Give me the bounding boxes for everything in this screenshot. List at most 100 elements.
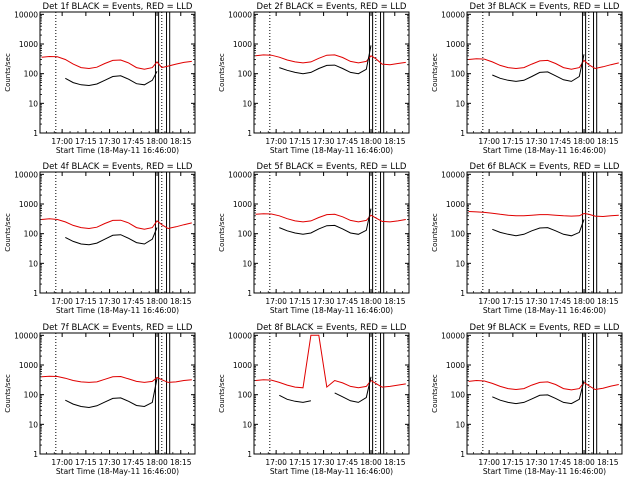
plot-frame	[253, 171, 410, 294]
series-events-line	[492, 380, 585, 405]
y-axis-label: Counts/sec	[218, 213, 226, 252]
series-events-line	[279, 376, 372, 403]
y-tick-label: 10000	[441, 331, 465, 340]
x-tick-label: 17:00	[265, 297, 287, 306]
y-tick-label: 10000	[441, 10, 465, 19]
panel-title: Det 9f BLACK = Events, RED = LLD	[470, 323, 620, 333]
x-tick-label: 18:15	[384, 458, 406, 467]
x-tick-label: 17:30	[526, 137, 548, 146]
panel-6: Det 6f BLACK = Events, RED = LLD 1 10 100 10…	[431, 162, 623, 315]
y-tick-label: 1000	[446, 40, 465, 49]
panel-title: Det 3f BLACK = Events, RED = LLD	[470, 2, 620, 12]
x-tick-label: 17:15	[502, 297, 524, 306]
x-tick-label: 17:00	[265, 137, 287, 146]
y-tick-label: 10000	[14, 331, 38, 340]
x-tick-label: 17:45	[123, 137, 145, 146]
plot-frame	[466, 332, 623, 455]
x-tick-label: 18:00	[573, 297, 595, 306]
y-tick-label: 100	[24, 230, 39, 239]
y-tick-label: 10	[242, 420, 252, 429]
x-tick-label: 18:00	[146, 458, 168, 467]
panel-7: Det 7f BLACK = Events, RED = LLD 1 10 100 10…	[4, 323, 196, 476]
y-tick-label: 1	[247, 129, 252, 138]
x-tick-label: 17:30	[313, 137, 335, 146]
x-tick-label: 18:15	[384, 137, 406, 146]
x-axis-label: Start Time (18-May-11 16:46:00)	[56, 146, 179, 155]
x-tick-label: 17:30	[99, 297, 121, 306]
panel-9: Det 9f BLACK = Events, RED = LLD 1 10 100 10…	[431, 323, 623, 476]
x-tick-label: 18:00	[360, 137, 382, 146]
series-events-line	[65, 227, 158, 246]
series-lld-line	[41, 375, 192, 383]
y-tick-label: 10000	[14, 10, 38, 19]
x-tick-label: 17:15	[502, 137, 524, 146]
panel-title: Det 2f BLACK = Events, RED = LLD	[257, 2, 407, 12]
x-tick-label: 17:15	[289, 137, 311, 146]
x-axis-label: Start Time (18-May-11 16:46:00)	[483, 467, 606, 476]
x-axis-label: Start Time (18-May-11 16:46:00)	[270, 146, 393, 155]
x-tick-label: 18:00	[573, 137, 595, 146]
plot-frame	[39, 11, 196, 134]
x-tick-label: 17:30	[99, 458, 121, 467]
x-tick-label: 17:15	[502, 458, 524, 467]
y-tick-label: 100	[238, 230, 253, 239]
x-tick-label: 17:45	[550, 137, 572, 146]
y-axis-label: Counts/sec	[218, 374, 226, 413]
x-tick-label: 17:00	[478, 458, 500, 467]
x-tick-label: 18:00	[573, 458, 595, 467]
y-axis-label: Counts/sec	[431, 213, 439, 252]
panel-8: Det 8f BLACK = Events, RED = LLD 1 10 100 10…	[218, 323, 410, 476]
y-tick-label: 1000	[233, 40, 252, 49]
x-tick-label: 18:15	[384, 297, 406, 306]
x-axis-label: Start Time (18-May-11 16:46:00)	[270, 306, 393, 315]
plot-frame	[466, 171, 623, 294]
series-events-line	[279, 208, 372, 235]
x-axis-label: Start Time (18-May-11 16:46:00)	[270, 467, 393, 476]
x-tick-label: 17:30	[526, 297, 548, 306]
series-lld-line	[255, 213, 406, 223]
series-events-line	[492, 219, 585, 237]
y-tick-label: 10000	[228, 170, 252, 179]
y-tick-label: 1000	[233, 361, 252, 370]
y-tick-label: 1	[460, 289, 465, 298]
x-tick-label: 17:30	[99, 137, 121, 146]
x-tick-label: 17:45	[337, 458, 359, 467]
y-tick-label: 10	[28, 259, 38, 268]
x-tick-label: 17:45	[550, 458, 572, 467]
y-tick-label: 10	[242, 259, 252, 268]
y-tick-label: 1	[247, 450, 252, 459]
plot-frame	[39, 171, 196, 294]
y-tick-label: 1	[460, 450, 465, 459]
panel-title: Det 8f BLACK = Events, RED = LLD	[257, 323, 407, 333]
y-tick-label: 1000	[446, 200, 465, 209]
series-events-line	[492, 54, 585, 82]
y-tick-label: 1000	[19, 200, 38, 209]
x-tick-label: 17:15	[289, 458, 311, 467]
y-axis-label: Counts/sec	[431, 53, 439, 92]
x-tick-label: 17:45	[123, 458, 145, 467]
y-tick-label: 10	[455, 99, 465, 108]
y-tick-label: 10	[455, 420, 465, 429]
y-tick-label: 1	[33, 289, 38, 298]
x-axis-label: Start Time (18-May-11 16:46:00)	[56, 467, 179, 476]
panel-title: Det 5f BLACK = Events, RED = LLD	[257, 162, 407, 172]
panel-5: Det 5f BLACK = Events, RED = LLD 1 10 100 10…	[218, 162, 410, 315]
y-tick-label: 1	[33, 450, 38, 459]
y-tick-label: 100	[238, 391, 253, 400]
x-tick-label: 17:00	[51, 137, 73, 146]
y-tick-label: 100	[238, 70, 253, 79]
x-axis-label: Start Time (18-May-11 16:46:00)	[483, 306, 606, 315]
x-tick-label: 18:15	[597, 297, 619, 306]
x-tick-label: 18:00	[360, 297, 382, 306]
x-tick-label: 17:15	[75, 458, 97, 467]
x-tick-label: 18:15	[170, 458, 192, 467]
x-tick-label: 18:15	[170, 137, 192, 146]
series-events-line	[65, 71, 158, 87]
series-events-line	[279, 45, 372, 75]
y-tick-label: 1	[33, 129, 38, 138]
x-axis-label: Start Time (18-May-11 16:46:00)	[56, 306, 179, 315]
y-tick-label: 1000	[446, 361, 465, 370]
y-tick-label: 100	[451, 230, 466, 239]
y-axis-label: Counts/sec	[4, 53, 12, 92]
